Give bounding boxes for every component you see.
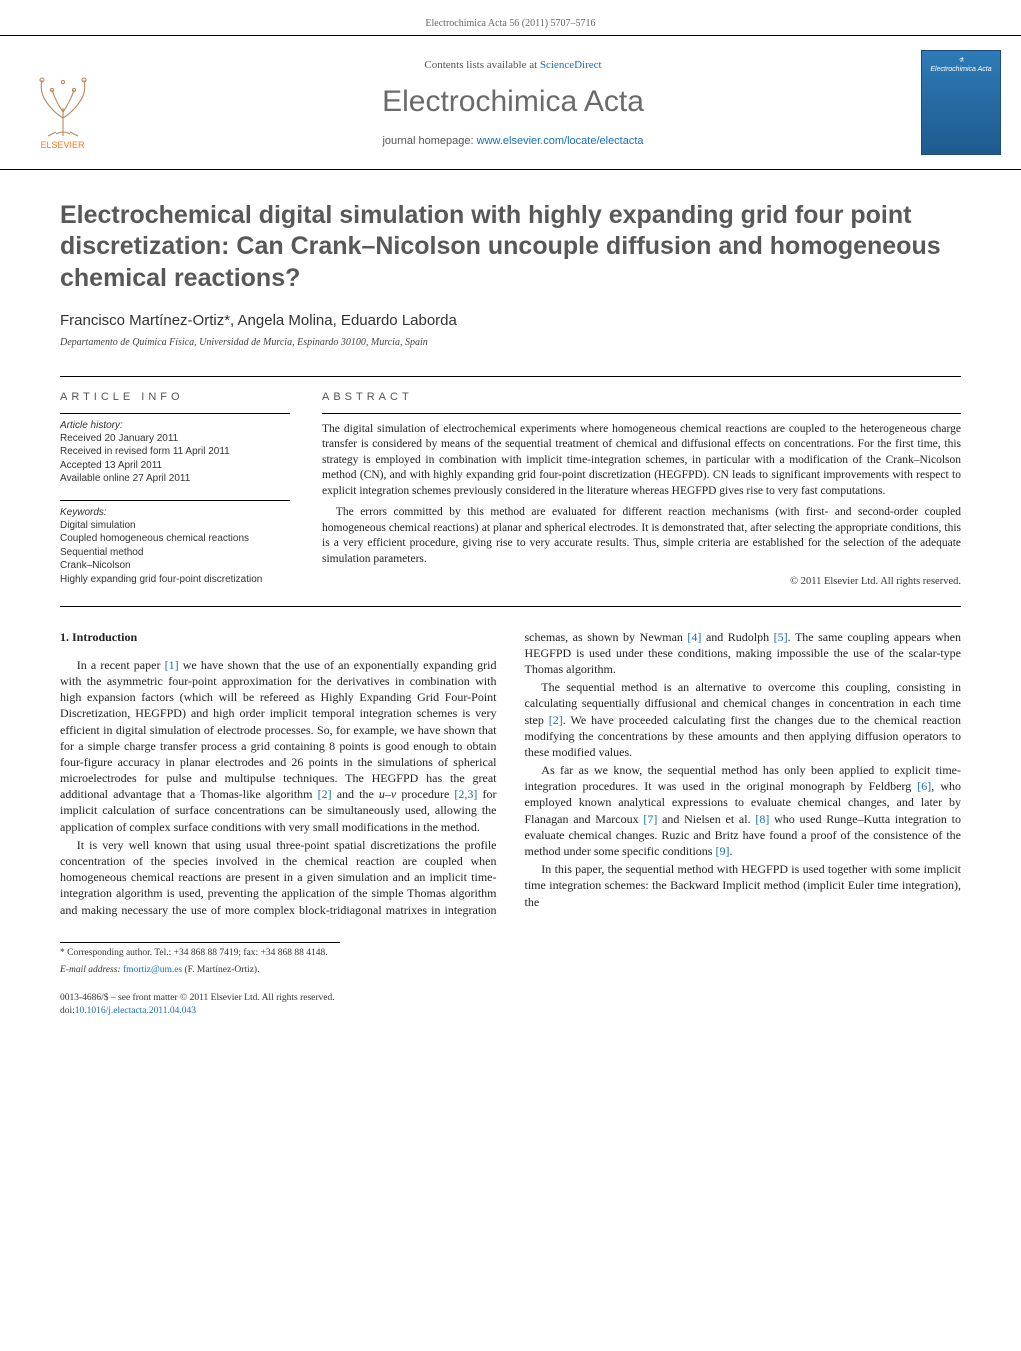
abstract-heading: ABSTRACT	[322, 391, 961, 403]
ref-link-6[interactable]: [6]	[917, 779, 931, 793]
citation-text: Electrochimica Acta 56 (2011) 5707–5716	[425, 18, 595, 29]
email-line: E-mail address: fmortiz@um.es (F. Martín…	[60, 960, 340, 977]
journal-homepage-line: journal homepage: www.elsevier.com/locat…	[125, 135, 901, 147]
ref-link-2b[interactable]: [2]	[549, 713, 563, 727]
keywords-block: Keywords: Digital simulation Coupled hom…	[60, 500, 290, 587]
article-front-matter: Electrochemical digital simulation with …	[0, 170, 1021, 376]
ref-link-8[interactable]: [8]	[755, 812, 769, 826]
history-received: Received 20 January 2011	[60, 432, 290, 446]
footnotes-block: * Corresponding author. Tel.: +34 868 88…	[60, 942, 340, 977]
ref-link-7[interactable]: [7]	[643, 812, 657, 826]
front-matter-line: 0013-4686/$ – see front matter © 2011 El…	[60, 992, 961, 1005]
article-title: Electrochemical digital simulation with …	[60, 200, 961, 294]
keyword-item: Highly expanding grid four-point discret…	[60, 573, 290, 587]
author-email-link[interactable]: fmortiz@um.es	[123, 965, 182, 975]
doi-line: doi:10.1016/j.electacta.2011.04.043	[60, 1005, 961, 1018]
abstract-column: ABSTRACT The digital simulation of elect…	[322, 391, 961, 590]
article-info-heading: ARTICLE INFO	[60, 391, 290, 403]
history-revised: Received in revised form 11 April 2011	[60, 445, 290, 459]
section-1-heading: 1. Introduction	[60, 629, 497, 645]
body-para: In this paper, the sequential method wit…	[525, 861, 962, 910]
corresponding-author-note: * Corresponding author. Tel.: +34 868 88…	[60, 943, 340, 960]
running-header: Electrochimica Acta 56 (2011) 5707–5716	[0, 0, 1021, 35]
ref-link-1[interactable]: [1]	[165, 658, 179, 672]
affiliation-line: Departamento de Química Física, Universi…	[60, 337, 961, 348]
abstract-para-2: The errors committed by this method are …	[322, 505, 961, 567]
keyword-item: Crank–Nicolson	[60, 559, 290, 573]
elsevier-label: ELSEVIER	[40, 140, 84, 150]
history-accepted: Accepted 13 April 2011	[60, 459, 290, 473]
masthead: ELSEVIER Contents lists available at Sci…	[0, 35, 1021, 170]
sciencedirect-link[interactable]: ScienceDirect	[540, 59, 602, 71]
abstract-copyright: © 2011 Elsevier Ltd. All rights reserved…	[322, 575, 961, 589]
info-abstract-row: ARTICLE INFO Article history: Received 2…	[0, 377, 1021, 606]
elsevier-logo: ELSEVIER	[20, 55, 105, 150]
body-para: In a recent paper [1] we have shown that…	[60, 657, 497, 835]
journal-title: Electrochimica Acta	[125, 85, 901, 119]
elsevier-tree-icon	[28, 68, 98, 138]
authors-line: Francisco Martínez-Ortiz*, Angela Molina…	[60, 312, 961, 329]
ref-link-4[interactable]: [4]	[687, 630, 701, 644]
journal-cover-thumbnail: ⚗ Electrochimica Acta	[921, 50, 1001, 155]
ref-link-2[interactable]: [2]	[318, 787, 332, 801]
abstract-para-1: The digital simulation of electrochemica…	[322, 422, 961, 500]
article-info-column: ARTICLE INFO Article history: Received 2…	[60, 391, 290, 590]
body-para: As far as we know, the sequential method…	[525, 762, 962, 859]
history-online: Available online 27 April 2011	[60, 472, 290, 486]
cover-title: Electrochimica Acta	[930, 66, 991, 73]
abstract-text: The digital simulation of electrochemica…	[322, 413, 961, 590]
ref-link-2-3[interactable]: [2,3]	[454, 787, 477, 801]
ref-link-9[interactable]: [9]	[715, 844, 729, 858]
bottom-meta: 0013-4686/$ – see front matter © 2011 El…	[0, 976, 1021, 1048]
article-history-block: Article history: Received 20 January 201…	[60, 413, 290, 486]
doi-link[interactable]: 10.1016/j.electacta.2011.04.043	[75, 1006, 196, 1016]
ref-link-5[interactable]: [5]	[774, 630, 788, 644]
keyword-item: Coupled homogeneous chemical reactions	[60, 532, 290, 546]
history-label: Article history:	[60, 420, 290, 431]
body-two-column: 1. Introduction In a recent paper [1] we…	[0, 607, 1021, 928]
journal-homepage-link[interactable]: www.elsevier.com/locate/electacta	[477, 135, 644, 147]
keyword-item: Sequential method	[60, 546, 290, 560]
body-para: The sequential method is an alternative …	[525, 679, 962, 760]
keywords-label: Keywords:	[60, 507, 290, 518]
contents-available-line: Contents lists available at ScienceDirec…	[125, 59, 901, 71]
masthead-center: Contents lists available at ScienceDirec…	[125, 59, 901, 147]
keyword-item: Digital simulation	[60, 519, 290, 533]
